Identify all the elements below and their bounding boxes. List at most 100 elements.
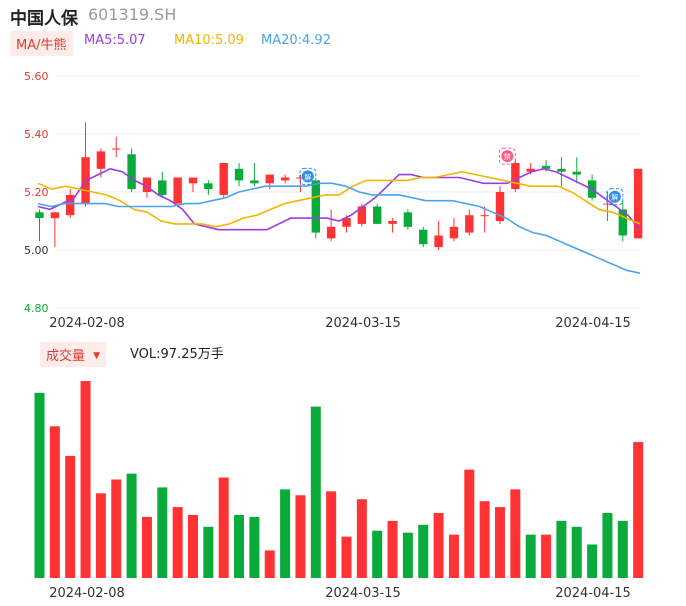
volume-bar: [310, 406, 321, 578]
x-tick-label: 2024-04-15: [555, 586, 631, 601]
candle: [449, 218, 459, 242]
candle-body: [572, 171, 581, 175]
candle: [388, 218, 397, 233]
volume-bar: [587, 544, 598, 578]
candle-body: [419, 229, 428, 245]
candle: [495, 186, 505, 224]
y-tick-label: 5.20: [24, 186, 49, 199]
volume-bar: [111, 479, 122, 578]
volume-bar: [633, 442, 644, 578]
volume-bar: [80, 381, 91, 578]
candle-body: [526, 168, 535, 172]
volume-bar: [418, 524, 429, 578]
volume-bar: [203, 526, 214, 578]
ma5-line: [37, 167, 641, 231]
ma5-legend: MA5:5.07: [84, 33, 146, 48]
candle-body: [388, 221, 397, 224]
volume-bar: [525, 534, 536, 578]
candle-body: [541, 165, 551, 169]
candle-body: [557, 168, 566, 172]
ma-indicator-tag[interactable]: MA/牛熊: [10, 31, 73, 56]
candle-body: [633, 168, 643, 239]
volume-bar: [49, 426, 60, 578]
candle-body: [495, 192, 505, 221]
x-tick-label: 2024-03-15: [325, 586, 401, 601]
marker-glyph: 禁: [504, 153, 511, 161]
candle-body: [618, 209, 627, 236]
volume-bar: [295, 495, 306, 578]
candle: [204, 180, 213, 195]
volume-bar: [402, 532, 413, 578]
candle: [603, 192, 612, 221]
marker-dot: [301, 170, 314, 183]
volume-bars: [34, 381, 644, 578]
volume-bar: [157, 487, 168, 578]
volume-bar: [617, 520, 628, 578]
volume-bar: [218, 477, 229, 578]
volume-x-axis: 2024-02-08 2024-03-15 2024-04-15: [49, 586, 631, 601]
candle: [326, 209, 336, 242]
ma20-legend: MA20:4.92: [261, 33, 331, 48]
moving-average-lines: [37, 167, 641, 274]
x-tick-label: 2024-03-15: [325, 316, 401, 331]
candle: [419, 226, 428, 248]
volume-bar: [556, 520, 567, 578]
y-tick-label: 5.00: [24, 244, 49, 257]
candle-body: [403, 212, 413, 227]
candle-body: [357, 206, 367, 224]
caret-down-icon: ▼: [93, 351, 101, 361]
candle-body: [250, 180, 259, 184]
volume-bar: [372, 530, 383, 578]
volume-bar: [234, 514, 245, 578]
marker-dot: [608, 190, 621, 203]
volume-bar: [571, 526, 582, 578]
price-x-axis: 2024-02-08 2024-03-15 2024-04-15: [49, 316, 631, 331]
candle-body: [480, 215, 489, 217]
candle: [112, 136, 121, 158]
candle: [250, 163, 259, 187]
candle: [81, 122, 90, 207]
volume-bar: [188, 514, 198, 578]
candle-body: [112, 148, 121, 150]
candle: [480, 206, 489, 233]
candle: [158, 171, 167, 198]
candle: [311, 180, 320, 239]
y-tick-label: 5.60: [24, 70, 49, 83]
candlesticks: [35, 122, 643, 250]
candle-body: [66, 194, 75, 216]
volume-bar: [602, 512, 613, 578]
candle: [234, 163, 244, 187]
volume-bar: [280, 489, 291, 578]
volume-bar: [65, 455, 76, 578]
candle-body: [326, 226, 336, 239]
y-tick-label: 5.40: [24, 128, 49, 141]
candle-body: [265, 174, 274, 184]
marker-frame: [498, 147, 516, 165]
marker-dot: [501, 150, 514, 163]
marker-glyph: 解: [304, 172, 311, 181]
candle-body: [35, 212, 44, 219]
event-markers: 解 禁解: [299, 147, 624, 206]
volume-bar: [326, 491, 337, 578]
marker-glyph: 解: [611, 193, 618, 202]
candle: [296, 174, 305, 192]
volume-bar: [495, 507, 505, 578]
marker-frame: [606, 188, 624, 206]
candle-body: [373, 206, 382, 224]
volume-indicator-tag[interactable]: 成交量 ▼: [40, 342, 107, 367]
candle-body: [280, 177, 290, 181]
x-tick-label: 2024-04-15: [555, 316, 631, 331]
volume-bar: [172, 507, 183, 578]
candle: [50, 212, 60, 248]
marker-frame: [299, 167, 317, 185]
volume-tag-label: 成交量: [46, 349, 86, 364]
candle-body: [434, 235, 443, 248]
candle-body: [127, 154, 136, 190]
candle: [35, 209, 44, 242]
price-gridlines: [55, 75, 641, 309]
x-tick-label: 2024-02-08: [49, 586, 125, 601]
ma10-line: [37, 170, 641, 228]
candle-body: [188, 177, 198, 184]
volume-bar: [341, 536, 352, 578]
ma10-legend: MA10:5.09: [174, 33, 244, 48]
